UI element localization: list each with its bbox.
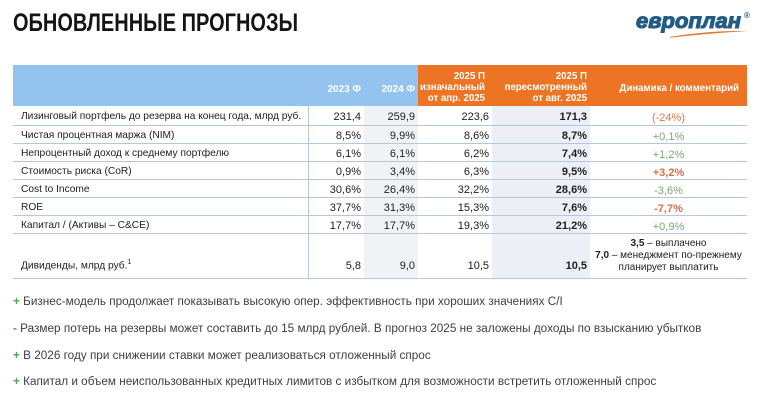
svg-text:®: ® [744,11,750,20]
svg-text:европлан: европлан [636,9,741,33]
